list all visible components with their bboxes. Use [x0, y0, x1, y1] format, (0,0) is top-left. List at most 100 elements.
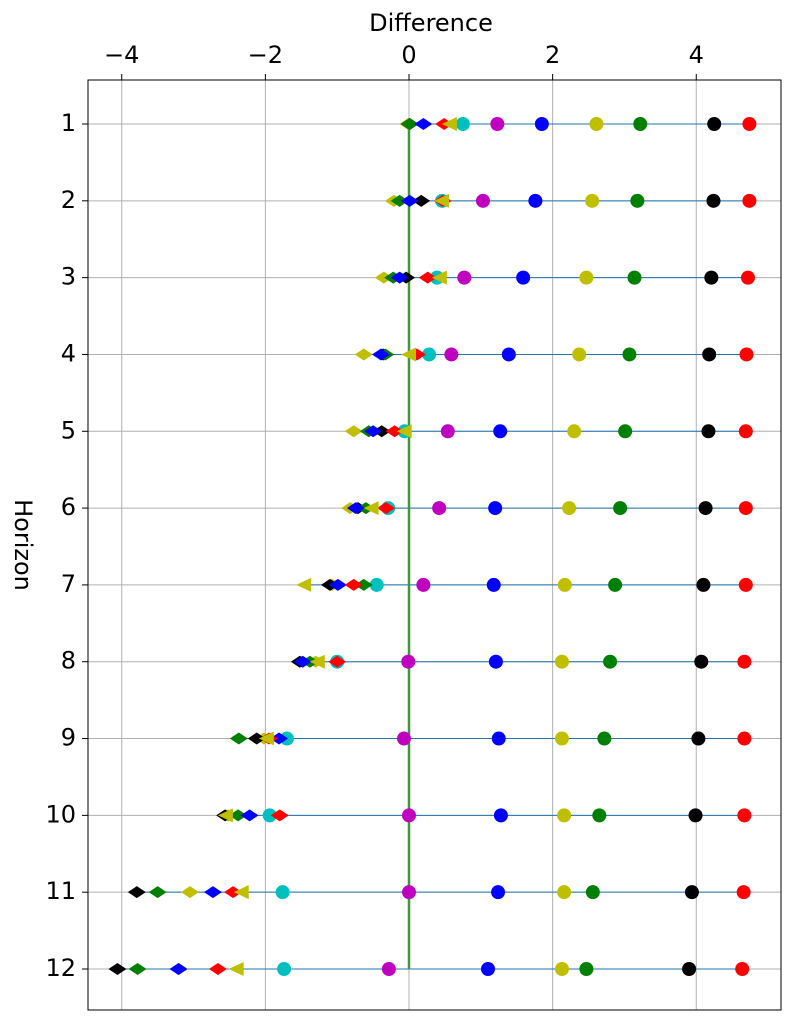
y-tick-label: 3: [61, 263, 76, 291]
diamond: [328, 578, 347, 591]
dot: [490, 117, 505, 131]
dot: [691, 731, 706, 746]
x-tick-label: −2: [248, 41, 283, 69]
y-tick-label: 6: [61, 493, 76, 521]
triangle: [309, 654, 325, 669]
dot: [630, 193, 645, 208]
y-tick-label: 8: [61, 647, 76, 675]
diamond: [224, 886, 243, 899]
dot: [486, 577, 501, 592]
triangle: [431, 270, 447, 285]
y-tick-label: 11: [45, 877, 76, 905]
dot: [698, 501, 713, 516]
diamond: [293, 655, 312, 668]
triangle: [217, 808, 233, 823]
diamond: [169, 963, 188, 975]
y-tick-label: 1: [61, 109, 76, 137]
dot: [396, 731, 411, 746]
diamond: [354, 348, 373, 361]
dot: [488, 501, 503, 516]
dot: [739, 347, 754, 362]
triangle: [434, 193, 450, 208]
diamond: [414, 118, 433, 130]
triangle: [363, 501, 379, 516]
dot: [528, 193, 543, 208]
dot: [688, 808, 703, 823]
diamond: [354, 578, 373, 591]
dot: [742, 117, 757, 131]
dot: [603, 654, 618, 669]
dot: [737, 808, 752, 823]
triangle: [441, 117, 457, 131]
dot: [735, 962, 750, 976]
y-tick-label: 9: [61, 724, 76, 752]
diamond: [229, 732, 248, 745]
diamond: [127, 886, 146, 899]
dot: [488, 654, 503, 669]
dot: [554, 731, 569, 746]
diamond: [203, 886, 222, 899]
dot: [702, 347, 717, 362]
triangle: [296, 577, 312, 592]
dot: [491, 885, 506, 900]
dot: [557, 885, 572, 900]
dot: [501, 347, 516, 362]
dot: [613, 501, 628, 516]
triangle: [401, 347, 417, 362]
dot: [694, 654, 709, 669]
dot: [491, 731, 506, 746]
diamond: [400, 194, 419, 207]
diamond: [385, 425, 404, 438]
diamond: [364, 425, 383, 438]
dot: [493, 424, 508, 439]
dot: [737, 654, 752, 669]
dot: [682, 962, 697, 976]
diamond: [247, 732, 266, 745]
x-tick-label: 0: [401, 41, 416, 69]
diamond: [180, 886, 199, 899]
y-tick-label: 5: [61, 416, 76, 444]
dot: [684, 885, 699, 900]
y-axis-label: Horizon: [9, 499, 37, 591]
diamond: [371, 348, 390, 361]
dot: [707, 117, 722, 131]
y-tick-label: 7: [61, 570, 76, 598]
diamond: [229, 809, 248, 822]
dot: [369, 577, 384, 592]
diamond: [390, 194, 409, 207]
dot: [608, 577, 623, 592]
diamond: [208, 963, 227, 975]
dot: [706, 193, 721, 208]
dot: [622, 347, 637, 362]
dot: [589, 117, 604, 131]
diamond: [240, 809, 259, 822]
diamond: [328, 655, 347, 668]
dot: [416, 577, 431, 592]
dot: [579, 270, 594, 285]
diamond: [400, 118, 419, 130]
y-tick-label: 10: [45, 800, 76, 828]
dot: [585, 193, 600, 208]
diamond: [390, 271, 409, 284]
dot: [701, 424, 716, 439]
dot: [585, 885, 600, 900]
dot: [457, 270, 472, 285]
dot: [696, 577, 711, 592]
triangle: [396, 424, 412, 439]
dot: [627, 270, 642, 285]
x-tick-label: 2: [545, 41, 560, 69]
dot: [738, 501, 753, 516]
dot: [440, 424, 455, 439]
diamond: [412, 194, 431, 207]
dot: [534, 117, 549, 131]
dot: [742, 193, 757, 208]
dot: [736, 885, 751, 900]
dot: [738, 424, 753, 439]
dot: [402, 885, 417, 900]
dot: [737, 731, 752, 746]
dot: [557, 577, 572, 592]
dot: [740, 270, 755, 285]
dot: [262, 808, 277, 823]
dot: [572, 347, 587, 362]
triangle: [228, 962, 244, 976]
